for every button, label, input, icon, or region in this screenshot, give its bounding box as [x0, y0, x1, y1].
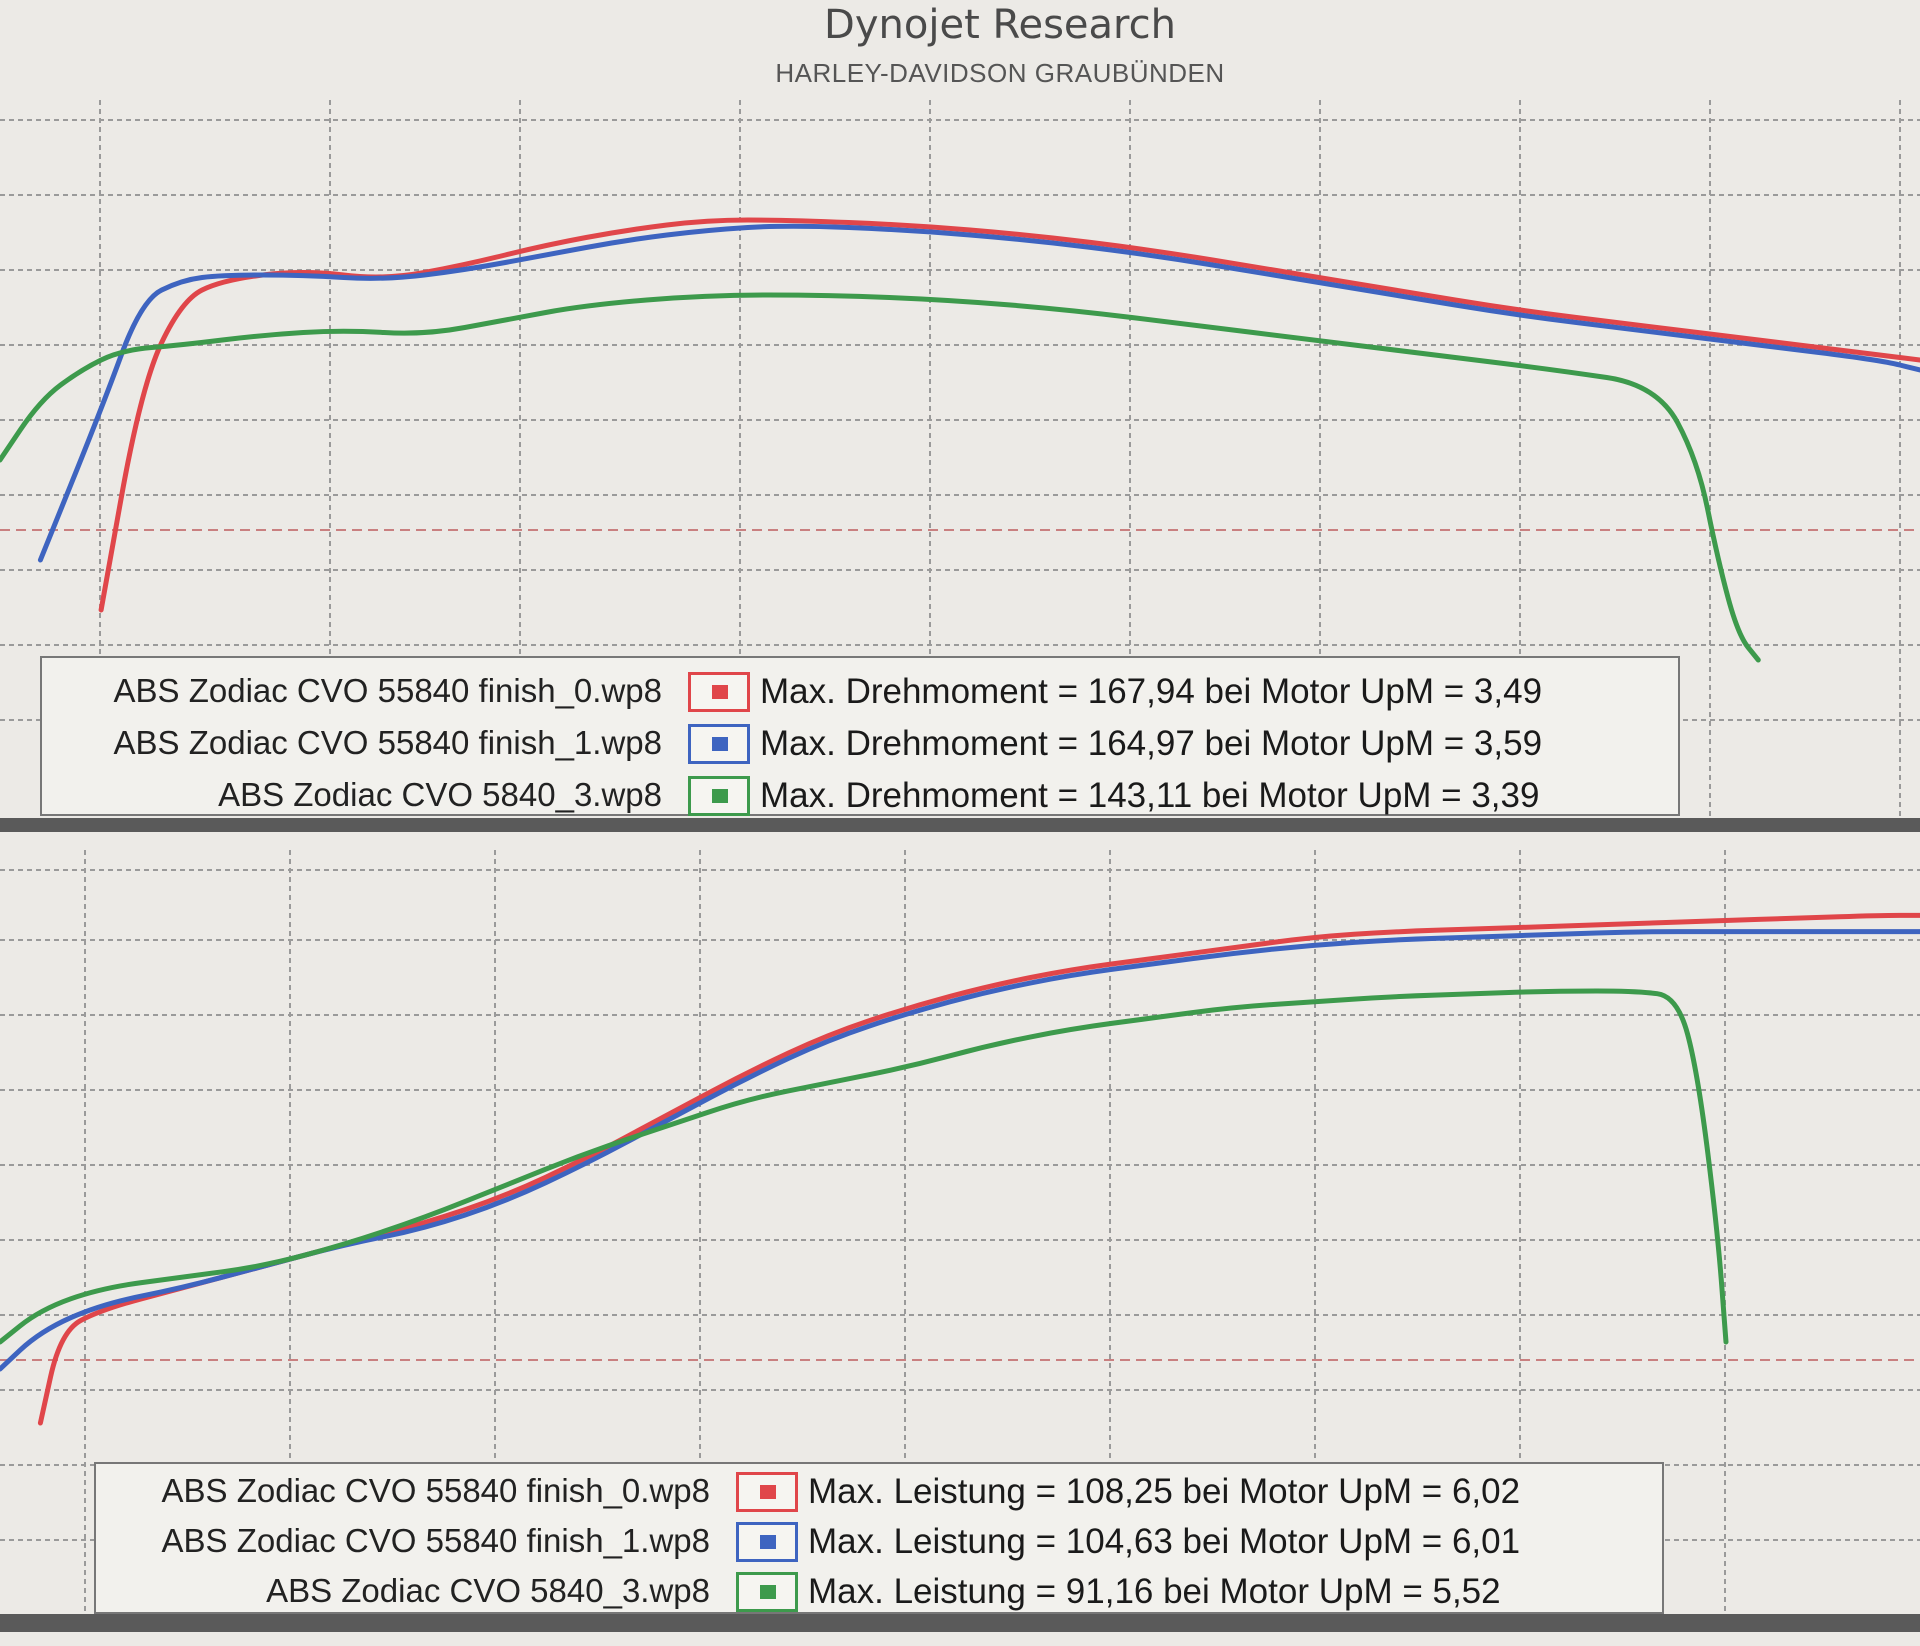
legend-swatch-green — [688, 776, 750, 816]
series-line-run1 — [0, 929, 1920, 1372]
chart-divider — [0, 818, 1920, 832]
sub-title: HARLEY-DAVIDSON GRAUBÜNDEN — [775, 58, 1225, 88]
legend-entry: ABS Zodiac CVO 5840_3.wp8 Max. Drehmomen… — [42, 776, 1678, 826]
power-series — [0, 912, 1920, 1426]
legend-max-value: Max. Drehmoment = 143,11 bei Motor UpM =… — [760, 776, 1540, 815]
main-title: Dynojet Research — [824, 2, 1176, 48]
legend-entry: ABS Zodiac CVO 55840 finish_1.wp8 Max. L… — [96, 1522, 1662, 1572]
torque-legend: ABS Zodiac CVO 55840 finish_0.wp8 Max. D… — [40, 656, 1680, 816]
series-line-run3 — [0, 988, 1729, 1345]
chart-divider-bottom — [0, 1614, 1920, 1632]
legend-swatch-green — [736, 1572, 798, 1612]
series-line-run3 — [0, 292, 1761, 663]
legend-max-value: Max. Drehmoment = 167,94 bei Motor UpM =… — [760, 672, 1543, 711]
legend-entry: ABS Zodiac CVO 55840 finish_1.wp8 Max. D… — [42, 724, 1678, 774]
legend-file-name: ABS Zodiac CVO 5840_3.wp8 — [266, 1572, 710, 1609]
power-legend: ABS Zodiac CVO 55840 finish_0.wp8 Max. L… — [94, 1462, 1664, 1614]
legend-swatch-red — [736, 1472, 798, 1512]
legend-file-name: ABS Zodiac CVO 55840 finish_1.wp8 — [161, 1522, 710, 1559]
torque-series — [0, 217, 1920, 663]
legend-entry: ABS Zodiac CVO 55840 finish_0.wp8 Max. L… — [96, 1472, 1662, 1522]
legend-file-name: ABS Zodiac CVO 5840_3.wp8 — [218, 776, 662, 813]
series-line-run0 — [98, 217, 1920, 613]
legend-max-value: Max. Leistung = 108,25 bei Motor UpM = 6… — [808, 1472, 1521, 1511]
legend-swatch-red — [688, 672, 750, 712]
series-line-run1 — [37, 223, 1920, 563]
chart-header: Dynojet Research HARLEY-DAVIDSON GRAUBÜN… — [0, 0, 1920, 100]
legend-entry: ABS Zodiac CVO 55840 finish_0.wp8 Max. D… — [42, 672, 1678, 722]
legend-file-name: ABS Zodiac CVO 55840 finish_0.wp8 — [113, 672, 662, 709]
legend-swatch-blue — [688, 724, 750, 764]
legend-entry: ABS Zodiac CVO 5840_3.wp8 Max. Leistung … — [96, 1572, 1662, 1622]
legend-file-name: ABS Zodiac CVO 55840 finish_0.wp8 — [161, 1472, 710, 1509]
legend-swatch-blue — [736, 1522, 798, 1562]
legend-max-value: Max. Leistung = 91,16 bei Motor UpM = 5,… — [808, 1572, 1501, 1611]
legend-max-value: Max. Leistung = 104,63 bei Motor UpM = 6… — [808, 1522, 1521, 1561]
legend-file-name: ABS Zodiac CVO 55840 finish_1.wp8 — [113, 724, 662, 761]
legend-max-value: Max. Drehmoment = 164,97 bei Motor UpM =… — [760, 724, 1543, 763]
